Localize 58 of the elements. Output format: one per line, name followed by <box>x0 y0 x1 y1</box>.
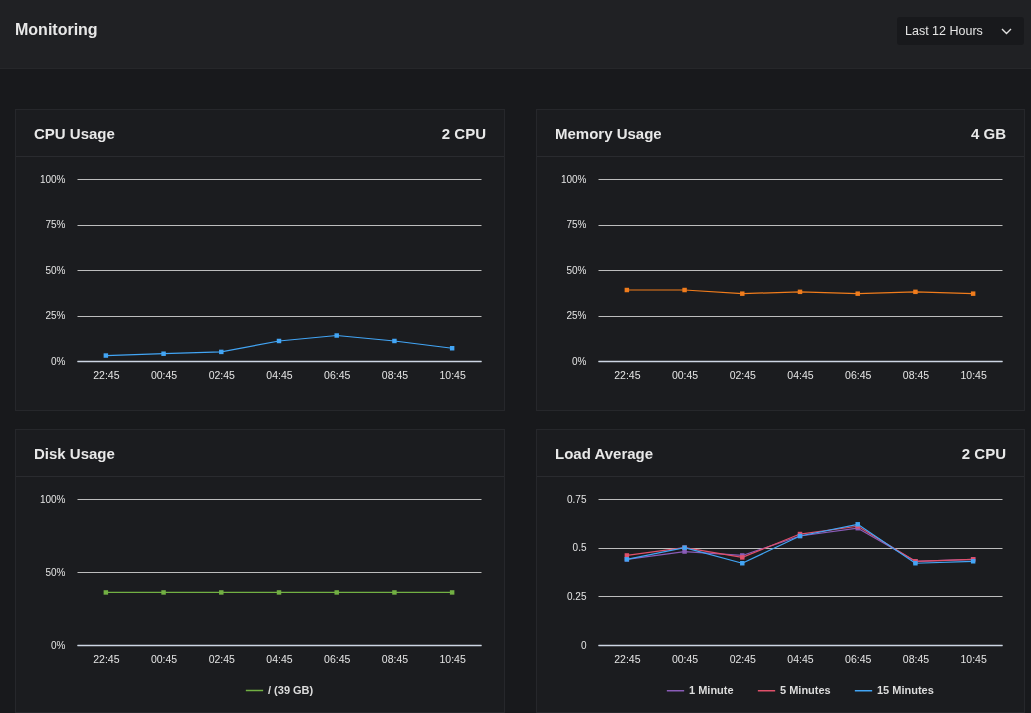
chart-subtitle: 4 GB <box>970 125 1006 142</box>
x-tick-label: 08:45 <box>902 652 930 665</box>
x-tick-label: 02:45 <box>729 368 757 381</box>
x-tick-label: 10:45 <box>960 652 987 665</box>
x-tick-label: 00:45 <box>671 368 699 381</box>
x-tick-label: 22:45 <box>614 368 641 381</box>
x-tick-label: 06:45 <box>324 652 351 665</box>
y-tick-label: 0.5 <box>572 542 587 554</box>
y-tick-label: 50% <box>566 264 587 276</box>
legend-label: 5 Minutes <box>780 683 831 696</box>
x-tick-label: 08:45 <box>381 368 409 381</box>
x-tick-label: 00:45 <box>150 652 178 665</box>
y-tick-label: 0.25 <box>567 590 587 602</box>
dropdown: Last 12 Hours <box>897 17 1024 45</box>
x-tick-label: 02:45 <box>208 368 236 381</box>
x-tick-label: 04:45 <box>787 652 814 665</box>
x-tick-label: 02:45 <box>729 652 757 665</box>
x-tick-label: 22:45 <box>93 652 120 665</box>
y-tick-label: 0% <box>572 355 587 367</box>
y-tick-label: 25% <box>566 310 587 321</box>
y-tick-label: 0% <box>51 639 66 651</box>
y-tick-label: 25% <box>45 310 66 321</box>
y-tick-label: 0% <box>51 355 66 367</box>
y-tick-label: 50% <box>45 264 66 276</box>
x-tick-label: 06:45 <box>845 652 872 665</box>
x-tick-label: 06:45 <box>324 368 351 381</box>
y-tick-label: 75% <box>45 219 66 230</box>
x-tick-label: 08:45 <box>381 652 409 665</box>
y-tick-label: 100% <box>560 173 587 185</box>
x-tick-label: 10:45 <box>960 368 987 381</box>
x-tick-label: 02:45 <box>208 652 236 665</box>
x-tick-label: 10:45 <box>439 652 466 665</box>
x-tick-label: 10:45 <box>439 368 466 381</box>
x-tick-label: 22:45 <box>93 368 120 381</box>
x-tick-label: 22:45 <box>614 652 641 665</box>
x-tick-label: 00:45 <box>671 652 699 665</box>
legend-label: / (39 GB) <box>268 683 314 696</box>
chart-title: Disk Usage <box>34 445 115 462</box>
chart-subtitle: 2 CPU <box>441 125 486 142</box>
chart-title: Load Average <box>555 445 654 462</box>
y-tick-label: 50% <box>45 566 66 578</box>
x-tick-label: 08:45 <box>902 368 930 381</box>
x-tick-label: 00:45 <box>150 368 178 381</box>
x-tick-label: 04:45 <box>266 652 293 665</box>
x-tick-label: 04:45 <box>787 368 814 381</box>
x-tick-label: 06:45 <box>845 368 872 381</box>
legend-label: 1 Minute <box>689 683 734 696</box>
y-tick-label: 0 <box>580 639 587 651</box>
x-tick-label: 04:45 <box>266 368 293 381</box>
text: Monitoring <box>15 21 98 39</box>
legend-label: 15 Minutes <box>877 683 934 696</box>
chart-title: Memory Usage <box>555 125 662 142</box>
chart-subtitle: 2 CPU <box>961 445 1006 462</box>
y-tick-label: 100% <box>39 493 66 505</box>
y-tick-label: 75% <box>566 219 587 230</box>
y-tick-label: 100% <box>39 173 66 185</box>
y-tick-label: 0.75 <box>567 493 587 505</box>
chart-title: CPU Usage <box>34 125 115 142</box>
